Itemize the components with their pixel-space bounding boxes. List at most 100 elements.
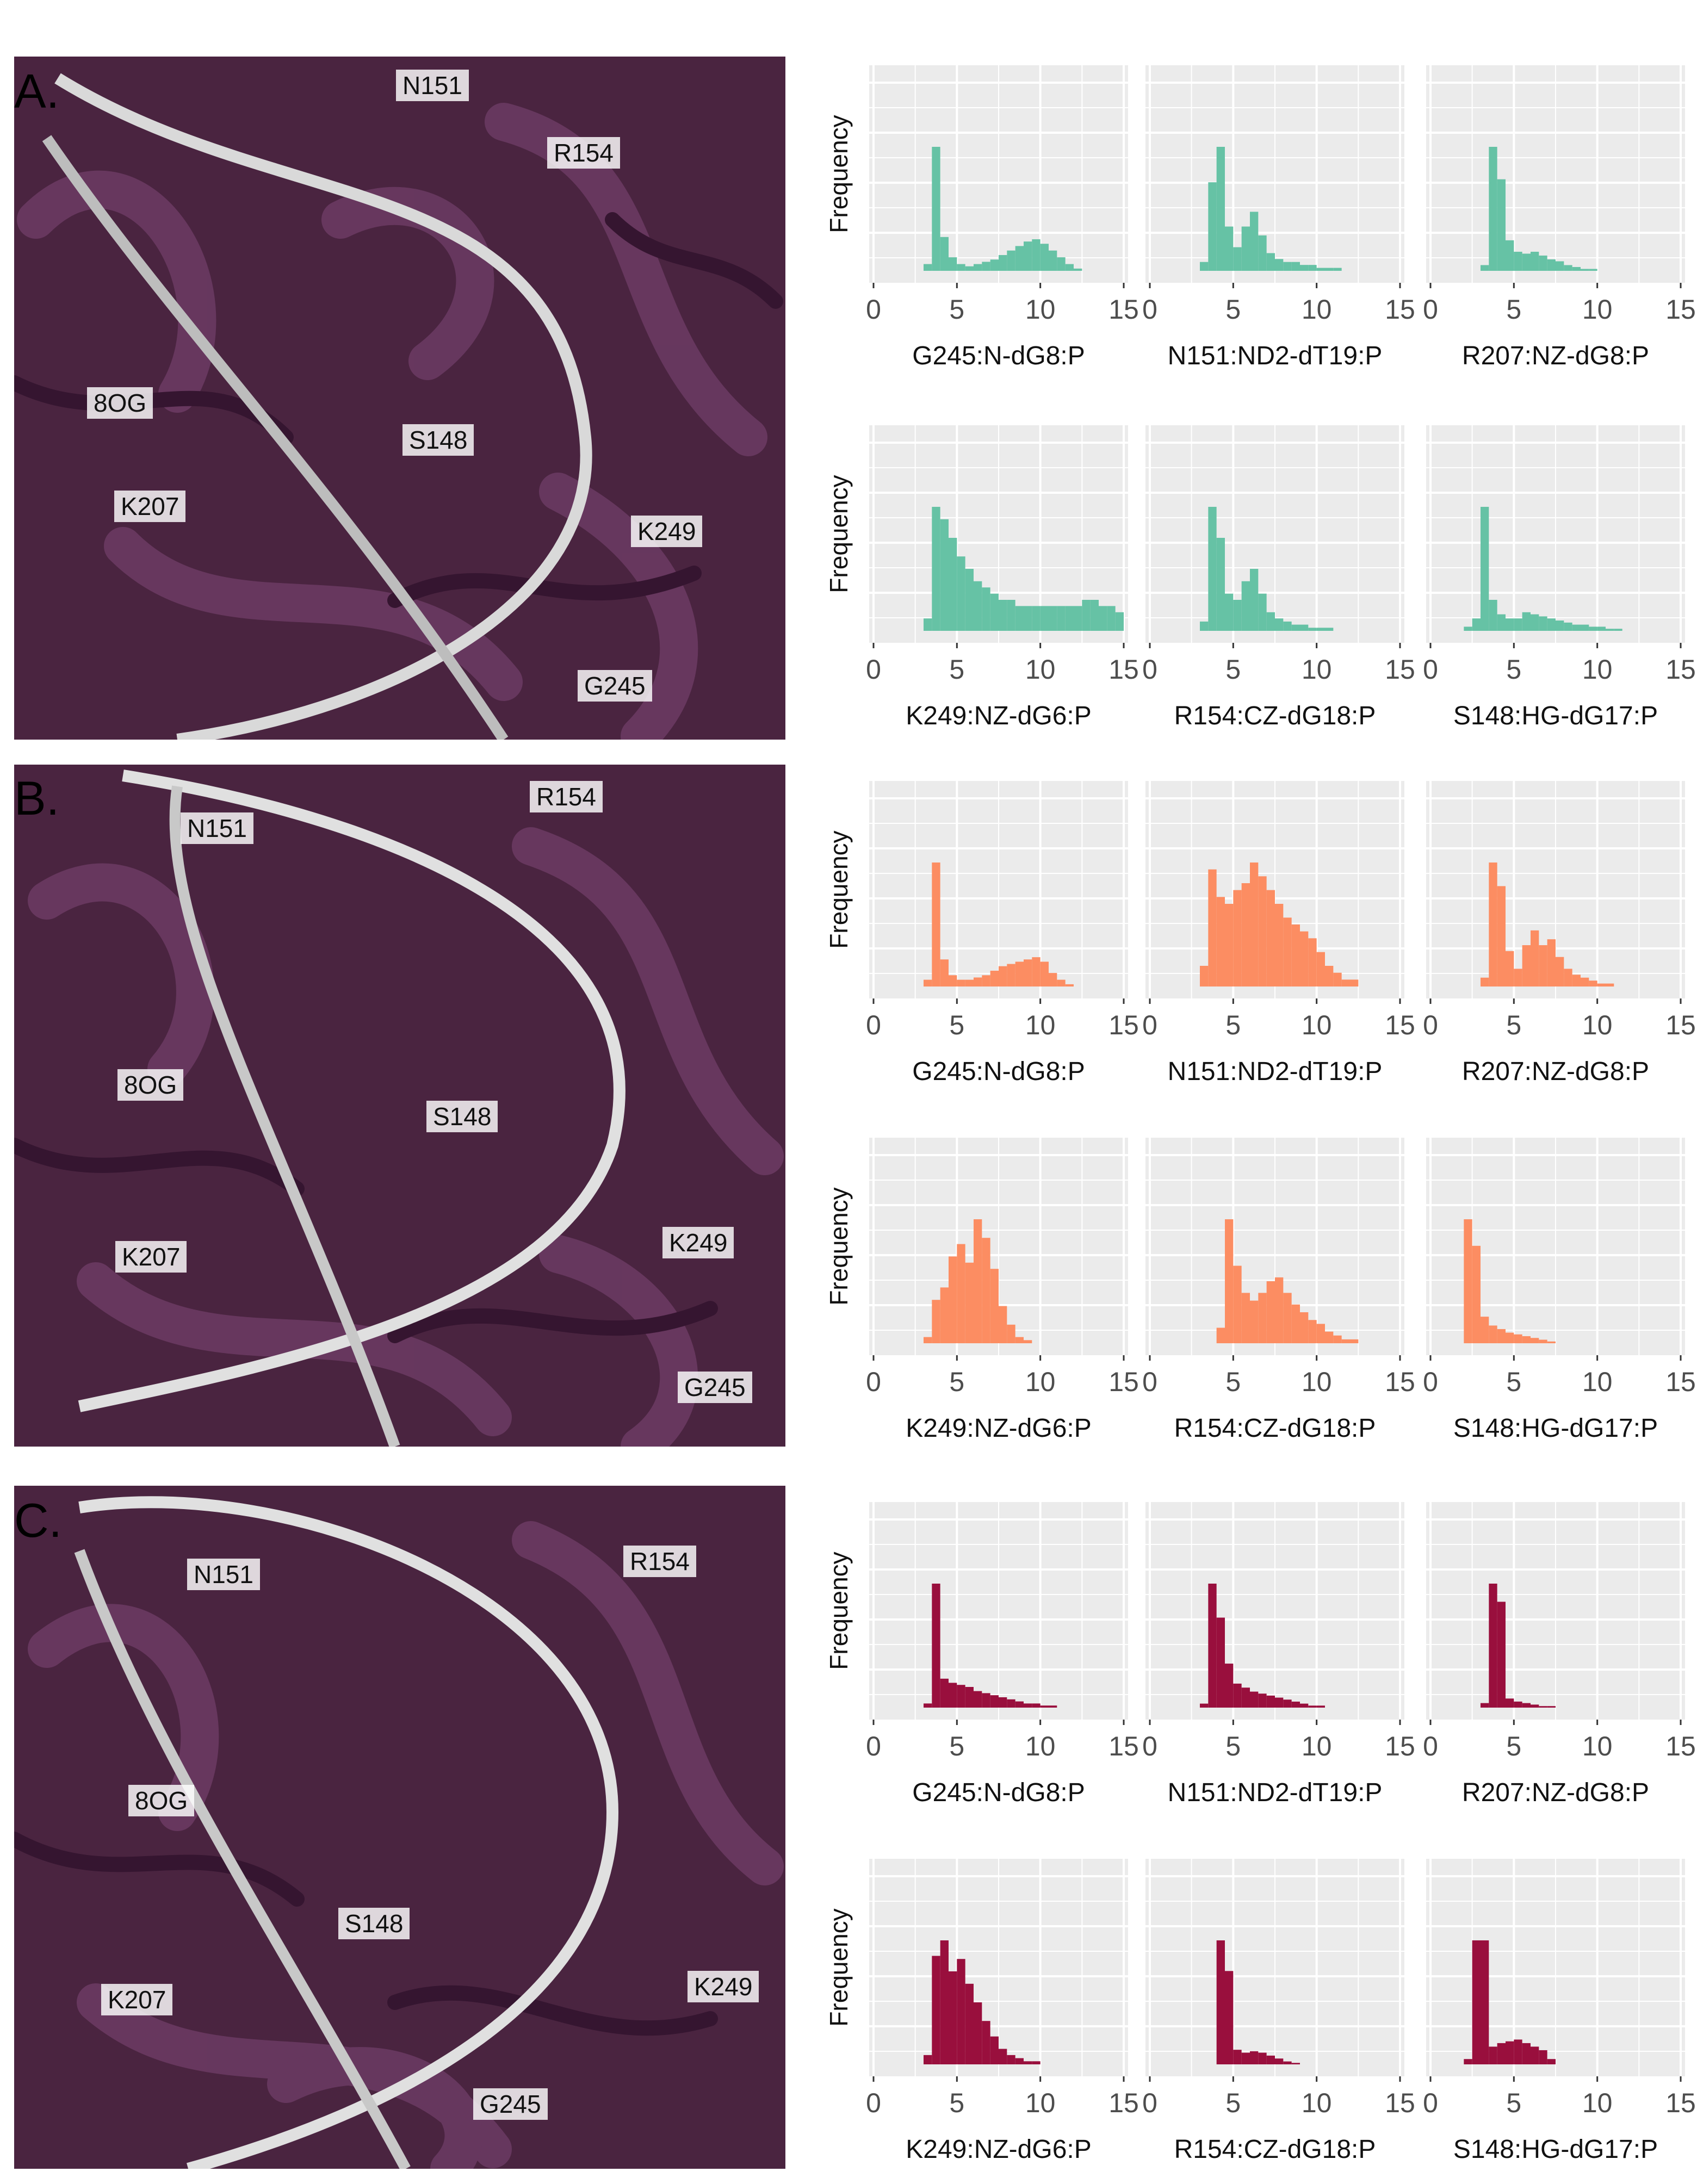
histogram-bar — [1333, 268, 1342, 271]
label-b-s148: S148 — [426, 1101, 498, 1132]
histogram-bar — [1506, 240, 1514, 271]
histogram-bar — [1481, 977, 1489, 986]
x-tick-label: 15 — [1108, 294, 1139, 325]
x-tick-label: 0 — [866, 654, 881, 685]
histogram-bar — [1065, 264, 1074, 271]
x-tick-label: 15 — [1385, 2088, 1415, 2118]
panel-letter-c: C. — [14, 1493, 62, 1547]
label-b-n151: N151 — [181, 812, 253, 844]
histogram-bar — [924, 1337, 932, 1343]
histogram-bar — [1481, 1940, 1489, 2064]
histogram-bar — [1531, 614, 1539, 631]
histogram-bar — [1258, 593, 1267, 631]
x-tick-label: 5 — [1225, 1367, 1241, 1397]
histogram-bar — [1522, 612, 1531, 631]
panel-b-ribbons — [14, 765, 785, 1447]
x-tick-label: 0 — [866, 1731, 881, 1761]
x-tick-label: 15 — [1108, 654, 1139, 685]
x-axis-label: K249:NZ-dG6:P — [906, 702, 1091, 730]
histogram-bar — [1275, 1697, 1284, 1708]
histogram-bar — [1497, 614, 1506, 631]
x-tick-label: 0 — [866, 1010, 881, 1040]
x-tick-label: 10 — [1302, 294, 1332, 325]
y-axis-label: Frequency — [825, 115, 853, 233]
x-axis-label: N151:ND2-dT19:P — [1168, 1057, 1383, 1086]
histogram-bar — [1015, 1701, 1024, 1708]
histogram-bar — [1597, 983, 1606, 986]
histogram-bar — [924, 2055, 932, 2064]
histogram-bar — [1216, 147, 1225, 271]
x-axis-label: G245:N-dG8:P — [912, 342, 1085, 370]
histogram-bar — [1241, 226, 1250, 271]
x-axis-label: R207:NZ-dG8:P — [1462, 342, 1649, 370]
x-tick-label: 0 — [1142, 2088, 1157, 2118]
label-b-g245: G245 — [678, 1372, 752, 1403]
histogram-bar — [1250, 863, 1259, 986]
histogram-bar — [1481, 507, 1489, 631]
x-tick-label: 10 — [1302, 654, 1332, 685]
histogram-bar — [1325, 966, 1334, 986]
x-tick-label: 10 — [1582, 2088, 1613, 2118]
histogram-bar — [982, 1693, 990, 1708]
histogram-bar — [1007, 2055, 1015, 2064]
histogram-bar — [1556, 957, 1564, 986]
histogram-bar — [1024, 959, 1032, 986]
histogram-bar — [990, 1269, 999, 1343]
histogram-bar — [932, 147, 940, 271]
label-b-8og: 8OG — [117, 1069, 184, 1101]
histogram-bar — [1241, 883, 1250, 986]
histogram-bar — [957, 264, 965, 271]
histogram-bar — [1308, 1320, 1317, 1343]
histogram-bar — [974, 1219, 982, 1343]
histogram-bar — [974, 977, 982, 986]
histogram-bar — [1300, 931, 1309, 986]
histogram-bar — [1300, 265, 1309, 271]
histogram-bar — [1522, 2043, 1531, 2064]
histogram-bar — [1258, 1293, 1267, 1343]
histogram-c-2: 0 5 10 15 R207:NZ-dG8:P — [1423, 1502, 1696, 1807]
histogram-bar — [1606, 983, 1614, 986]
histogram-bar — [1522, 253, 1531, 271]
histogram-bar — [1489, 2046, 1497, 2064]
histogram-bar — [1082, 600, 1091, 631]
label-c-r154: R154 — [623, 1546, 696, 1577]
histogram-bar — [982, 262, 990, 271]
histogram-bar — [1275, 904, 1284, 986]
histogram-bar — [1539, 1339, 1547, 1343]
x-tick-label: 5 — [1506, 654, 1521, 685]
histogram-bar — [1506, 2041, 1514, 2064]
histogram-bar — [1325, 268, 1334, 271]
histogram-bar — [1489, 863, 1497, 986]
histogram-bar — [999, 600, 1007, 631]
x-axis-label: G245:N-dG8:P — [912, 1778, 1085, 1807]
x-axis-label: R154:CZ-dG18:P — [1174, 2135, 1376, 2164]
histogram-bar — [1539, 1706, 1547, 1708]
x-tick-label: 0 — [866, 294, 881, 325]
label-c-8og: 8OG — [128, 1785, 195, 1816]
x-tick-label: 15 — [1108, 1367, 1139, 1397]
x-tick-label: 5 — [1506, 1367, 1521, 1397]
x-tick-label: 0 — [1423, 654, 1438, 685]
histogram-bar — [1200, 966, 1209, 986]
x-tick-label: 5 — [949, 1731, 964, 1761]
x-axis-label: S148:HG-dG17:P — [1453, 2135, 1658, 2164]
histogram-bar — [1099, 606, 1107, 631]
x-axis-label: R154:CZ-dG18:P — [1174, 702, 1376, 730]
histogram-bar — [1040, 961, 1049, 986]
histogram-bar — [1208, 182, 1217, 271]
histogram-bar — [1049, 606, 1057, 631]
x-tick-label: 5 — [949, 1367, 964, 1397]
histogram-bar — [965, 266, 974, 271]
histogram-bar — [924, 979, 932, 986]
histogram-bar — [1024, 241, 1032, 271]
x-tick-label: 5 — [1506, 2088, 1521, 2118]
histogram-bar — [1316, 1705, 1325, 1708]
histogram-bar — [1489, 147, 1497, 271]
histogram-bar — [1581, 269, 1589, 271]
histogram-bar — [1350, 1339, 1359, 1343]
histogram-bar — [1283, 1293, 1292, 1343]
panel-a-ribbons — [14, 57, 785, 740]
histogram-bar — [1564, 622, 1572, 631]
panel-b-structure-image — [14, 765, 785, 1447]
histogram-bar — [1531, 2046, 1539, 2064]
